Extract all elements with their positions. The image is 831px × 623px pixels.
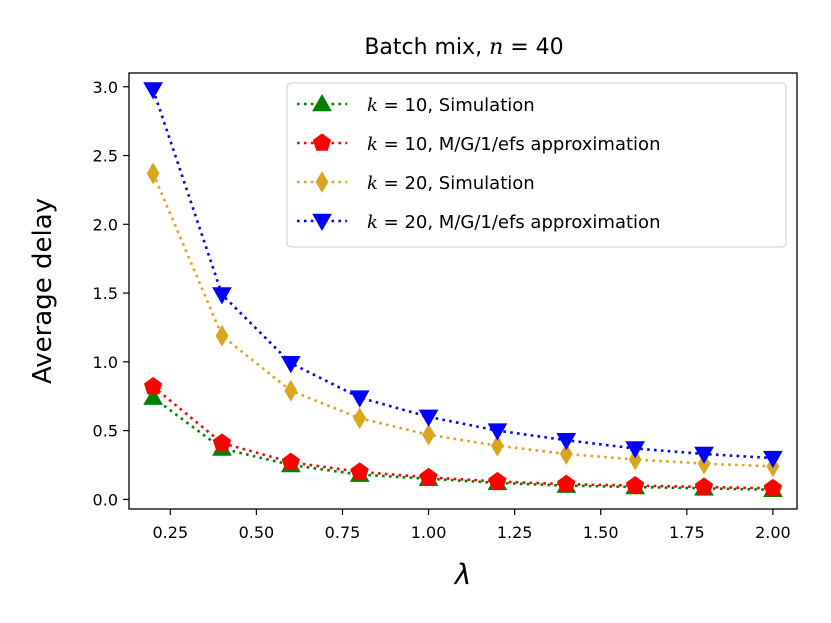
x-tick-label-0: 0.25 (153, 523, 189, 542)
legend-desc-0: Simulation (439, 95, 535, 116)
chart-title-suffix: = 40 (503, 35, 563, 60)
x-tick-label-3: 1.00 (411, 523, 447, 542)
legend-var-3: k (367, 212, 378, 233)
legend-eq-1: = 10, (378, 134, 439, 155)
chart-title-var: n (489, 35, 503, 60)
series-3 (143, 82, 783, 469)
x-tick-label-1: 0.50 (239, 523, 275, 542)
series-2-point-0 (146, 162, 160, 185)
legend-marker-2 (315, 171, 329, 193)
series-1-point-5 (488, 471, 507, 490)
chart-title-prefix: Batch mix, (364, 35, 489, 60)
legend-box (286, 82, 787, 248)
series-3-point-1 (212, 287, 232, 305)
legend-marker-3 (312, 213, 332, 232)
series-3-point-3 (349, 390, 370, 408)
legend-label-1: k = 10, M/G/1/efs approximation (367, 134, 660, 155)
legend-item-3: k = 20, M/G/1/efs approximation (297, 212, 660, 233)
plot-frame (128, 72, 798, 510)
legend-desc-1: M/G/1/efs approximation (439, 134, 661, 155)
series-3-point-7 (625, 441, 646, 459)
legend-label-3: k = 20, M/G/1/efs approximation (367, 212, 660, 233)
legend-eq-0: = 10, (378, 95, 439, 116)
legend-item-1: k = 10, M/G/1/efs approximation (297, 133, 660, 155)
y-axis-label: Average delay (28, 198, 58, 384)
y-tick-label-5: 2.5 (93, 147, 118, 166)
legend-label-0: k = 10, Simulation (367, 95, 535, 116)
x-tick-label-6: 1.75 (669, 523, 705, 542)
series-2-point-4 (422, 423, 435, 446)
y-tick-label-1: 0.5 (93, 422, 118, 441)
series-2-point-3 (353, 407, 367, 430)
y-tick-label-3: 1.5 (93, 284, 118, 303)
legend-marker-0 (312, 93, 332, 112)
x-tick-label-2: 0.75 (325, 523, 361, 542)
legend-marker-1 (312, 133, 332, 151)
x-tick-label-7: 2.00 (755, 523, 791, 542)
series-1-point-2 (281, 452, 300, 471)
series-3-point-4 (418, 409, 439, 427)
legend-eq-3: = 20, (378, 212, 439, 233)
series-2-point-6 (559, 443, 573, 465)
series-1-point-8 (694, 477, 714, 495)
y-tick-label-6: 3.0 (93, 78, 118, 97)
chart-title: Batch mix, n = 40 (364, 35, 563, 60)
series-2-point-7 (628, 448, 642, 471)
series-1-point-4 (419, 467, 438, 486)
series-1-point-1 (212, 433, 232, 451)
series-1-point-0 (143, 376, 163, 395)
legend-item-2: k = 20, Simulation (297, 171, 535, 194)
series-1-point-3 (350, 462, 369, 480)
legend-label-2: k = 20, Simulation (367, 173, 535, 194)
legend-desc-2: Simulation (439, 173, 535, 194)
series-2-point-2 (284, 379, 298, 402)
series-3-point-5 (487, 423, 508, 441)
series-1-point-7 (626, 476, 645, 494)
series-3-point-2 (280, 355, 301, 374)
series-1-point-6 (557, 474, 576, 493)
legend-var-1: k (367, 134, 378, 155)
series-line-3 (151, 89, 773, 460)
series-3-point-6 (556, 432, 577, 451)
series-1 (143, 376, 783, 497)
series-2-point-1 (215, 324, 229, 347)
legend-var-0: k (367, 95, 378, 116)
x-tick-label-4: 1.25 (497, 523, 533, 542)
y-tick-label-0: 0.0 (93, 490, 118, 509)
legend-eq-2: = 20, (378, 173, 439, 194)
series-2-point-5 (491, 434, 504, 457)
x-axis-label: λ (453, 558, 472, 591)
series-1-point-9 (763, 478, 783, 497)
legend-var-2: k (367, 173, 378, 194)
legend-item-0: k = 10, Simulation (297, 93, 535, 116)
axis-ticks: 0.25 0.50 0.75 1.00 1.25 1.50 1.75 2.00 0.0 0.5 1.… (93, 78, 791, 542)
series-0-point-0 (143, 387, 163, 405)
series-3-point-9 (763, 450, 783, 469)
series-layer (143, 82, 783, 497)
y-tick-label-2: 1.0 (93, 353, 118, 372)
legend-desc-3: M/G/1/efs approximation (439, 212, 661, 233)
series-line-1 (152, 385, 773, 490)
series-3-point-0 (143, 82, 163, 100)
series-3-point-8 (694, 446, 714, 464)
x-tick-label-5: 1.50 (583, 523, 619, 542)
y-tick-label-4: 2.0 (93, 215, 118, 234)
